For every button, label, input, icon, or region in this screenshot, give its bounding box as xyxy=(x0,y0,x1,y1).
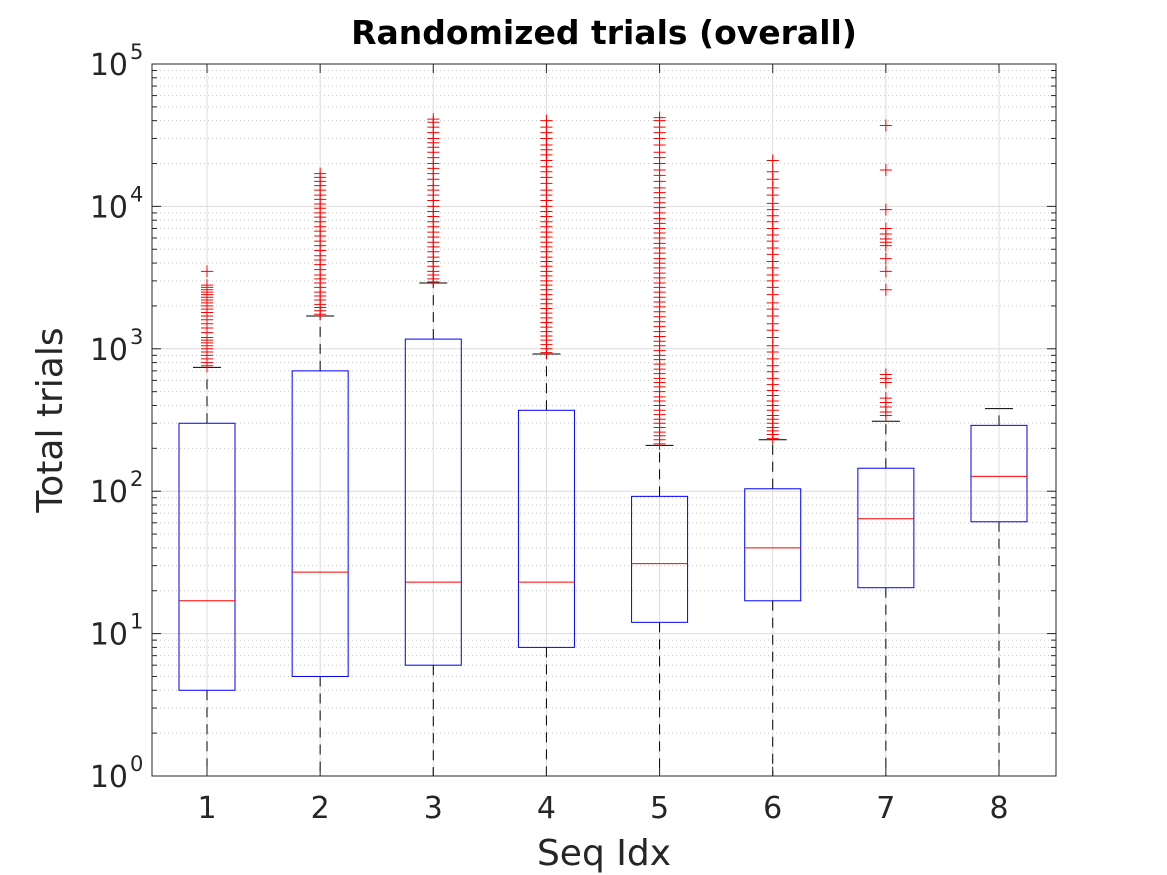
outlier-marker xyxy=(879,119,892,132)
minor-grid xyxy=(152,70,1056,734)
x-tick-label: 1 xyxy=(197,791,216,826)
box xyxy=(517,409,575,648)
y-tick-label: 10 xyxy=(90,760,128,795)
medians xyxy=(179,475,1027,602)
x-tick-label: 4 xyxy=(537,791,556,826)
outlier-marker xyxy=(201,265,213,278)
box xyxy=(857,467,915,589)
outlier-marker xyxy=(540,114,553,127)
outlier-marker xyxy=(879,252,892,265)
outlier-marker xyxy=(766,154,779,167)
box xyxy=(178,422,236,691)
x-tick-label: 5 xyxy=(650,791,669,826)
y-tick-exponent: 4 xyxy=(130,182,143,206)
box xyxy=(631,495,689,623)
y-tick-exponent: 1 xyxy=(130,610,143,634)
box xyxy=(291,370,349,677)
outlier-marker xyxy=(427,113,440,126)
boxes xyxy=(178,338,1028,691)
x-tick-labels: 1 2 3 4 5 6 7 8 xyxy=(197,791,1008,826)
y-tick-label: 10 xyxy=(90,618,128,653)
x-tick-label: 2 xyxy=(311,791,330,826)
y-tick-exponent: 0 xyxy=(130,752,143,776)
ticks xyxy=(152,63,1056,777)
outlier-marker xyxy=(879,203,892,216)
outlier-marker xyxy=(653,111,666,124)
y-tick-label: 10 xyxy=(90,48,128,83)
plot-area xyxy=(152,64,1056,776)
box xyxy=(970,424,1028,523)
outliers xyxy=(201,111,892,450)
x-tick-label: 8 xyxy=(989,791,1008,826)
outlier-marker xyxy=(879,368,892,381)
y-tick-label: 10 xyxy=(90,333,128,368)
box xyxy=(744,488,802,602)
outlier-marker xyxy=(879,283,892,296)
x-axis-label: Seq Idx xyxy=(537,833,671,874)
outlier-marker xyxy=(879,265,892,278)
outlier-marker xyxy=(879,392,892,405)
outlier-marker xyxy=(766,165,779,178)
axes-frame xyxy=(151,63,1057,777)
y-tick-exponent: 5 xyxy=(130,40,143,64)
y-axis-label: Total trials xyxy=(30,327,71,513)
box xyxy=(404,338,462,666)
chart-title: Randomized trials (overall) xyxy=(351,13,857,52)
outlier-marker xyxy=(314,167,327,180)
outlier-marker xyxy=(879,164,892,177)
x-tick-label: 6 xyxy=(763,791,782,826)
outlier-marker xyxy=(201,279,213,292)
y-tick-label: 10 xyxy=(90,475,128,510)
y-tick-exponent: 3 xyxy=(130,325,143,349)
x-tick-label: 7 xyxy=(876,791,895,826)
y-tick-exponent: 2 xyxy=(130,467,143,491)
y-tick-label: 10 xyxy=(90,190,128,225)
x-tick-label: 3 xyxy=(424,791,443,826)
outlier-marker xyxy=(879,222,892,235)
